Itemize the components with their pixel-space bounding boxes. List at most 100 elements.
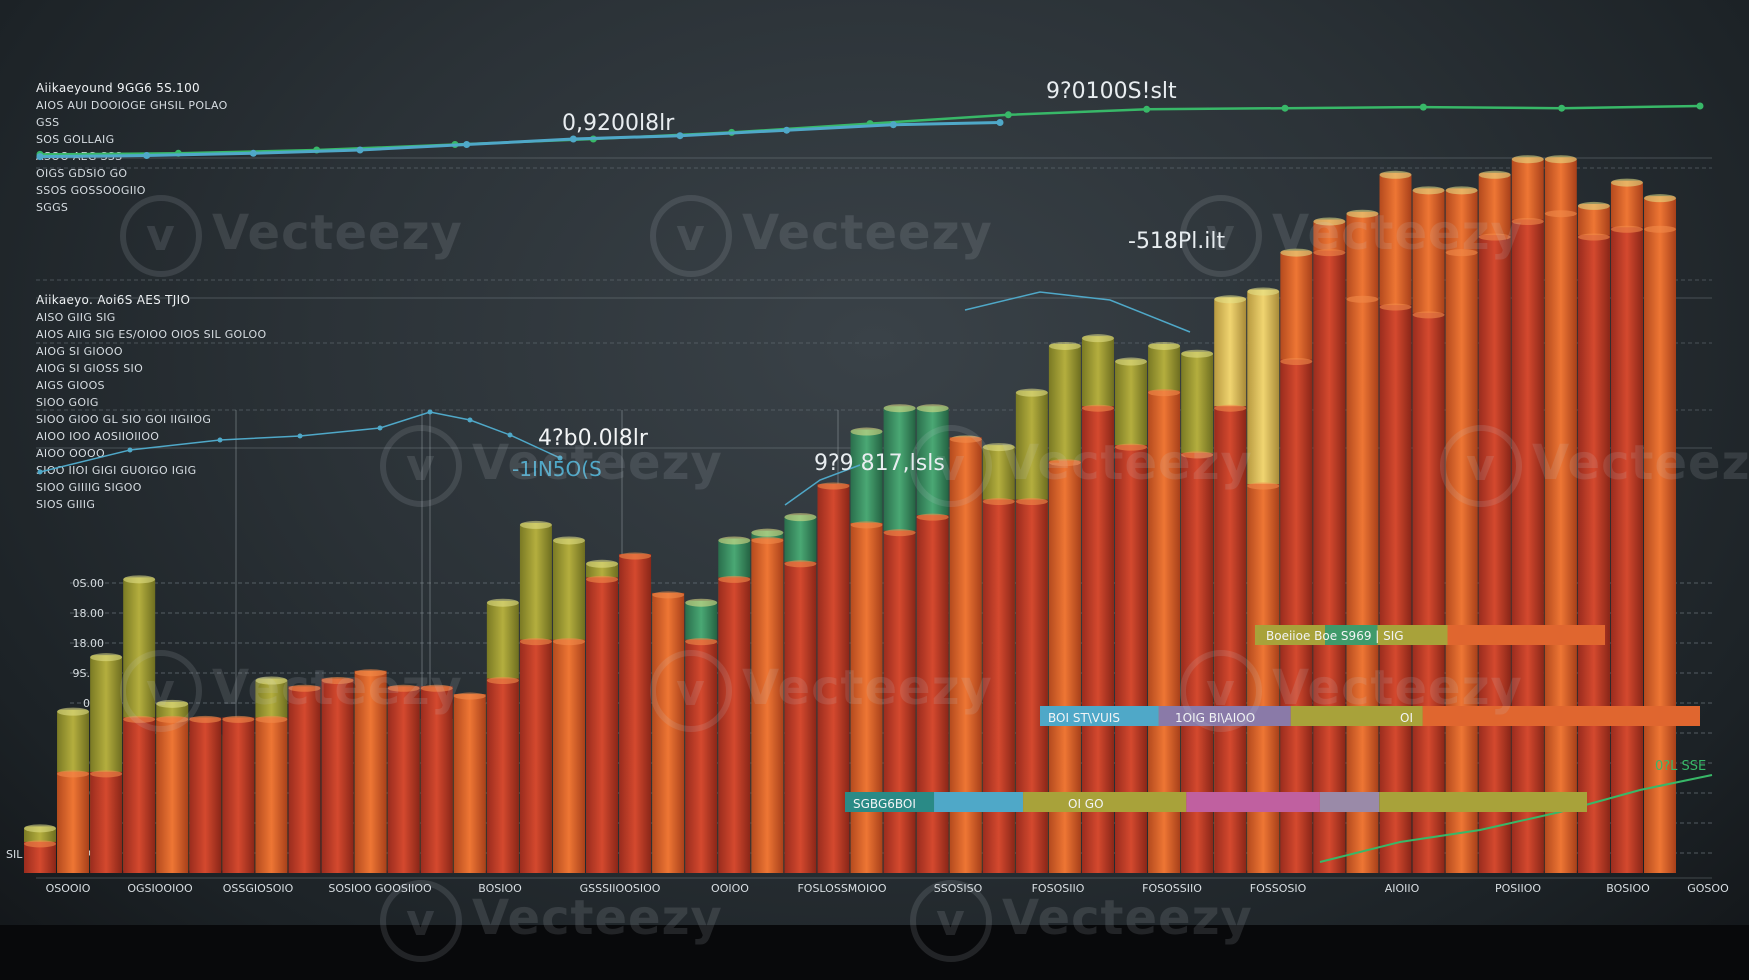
x-tick-label: GSSSIIOOSIOO	[580, 882, 661, 895]
bar-cap	[1577, 201, 1610, 210]
bottom-band	[0, 925, 1749, 980]
bar-cap	[156, 699, 189, 708]
bar-cap	[1181, 349, 1214, 358]
bar-cap	[1445, 186, 1478, 195]
bar-front	[255, 717, 288, 873]
hbar-1-segment	[1377, 625, 1448, 645]
hbar-3-segment	[845, 792, 935, 812]
legend-group-2: Aiikaeyo. Aoi6S AES TJIO AISO GIIG SIG AIO…	[36, 292, 266, 513]
x-tick-label: OSSGIOSOIO	[223, 882, 294, 895]
bar-cap	[1214, 404, 1247, 412]
bar-front	[1247, 484, 1280, 873]
bar-front	[123, 717, 156, 873]
bar-cap	[156, 715, 189, 723]
line-series-blue-point	[143, 152, 151, 159]
hbar-3-segment	[934, 792, 1024, 812]
bar-cap	[57, 770, 90, 778]
legend-entry: SIOS GIIIG	[36, 498, 96, 511]
bar-cap	[1478, 233, 1511, 241]
bar-front	[586, 577, 619, 873]
hbar-label: 1OIG BI\AIOO	[1175, 711, 1255, 725]
line-series-mid-point	[557, 455, 563, 461]
bar-front	[718, 577, 751, 873]
x-tick-label: BOSIOO	[478, 882, 522, 895]
line-series-blue	[39, 121, 1001, 159]
x-tick-label: FOSOSSIIO	[1142, 882, 1202, 895]
x-tick-label: SOSIOO GOOSIIOO	[328, 882, 432, 895]
bar-front	[883, 530, 916, 873]
legend-entry: AIOS AUI DOOIOGE GHSIL POLAO	[36, 99, 228, 112]
bar-cap	[255, 676, 288, 685]
bar-front	[552, 639, 585, 873]
line-series-mid-point	[217, 437, 223, 443]
bar-cap	[586, 575, 619, 583]
bar-front	[354, 670, 387, 873]
bar-cap	[354, 669, 387, 677]
line-series-blue-point	[996, 119, 1004, 126]
bar-cap	[751, 528, 784, 537]
hbar-3-segment	[1319, 792, 1380, 812]
legend-entry: Aiikaeyound 9GG6 5S.100	[36, 81, 200, 95]
bar-front	[1280, 359, 1313, 873]
bar-cap	[718, 536, 751, 545]
hbar-2-segment	[1422, 706, 1700, 726]
bar-cap	[718, 575, 751, 583]
bar-cap	[1511, 155, 1544, 164]
bar-front	[222, 717, 255, 873]
line-series-center	[784, 464, 861, 506]
bar-cap	[1115, 357, 1148, 366]
y-tick-label: 18.00	[73, 637, 105, 650]
bar-front	[1478, 235, 1511, 874]
annotation-mid-right: -518Pl.ilt	[1128, 229, 1226, 254]
bar-cap	[1247, 482, 1280, 490]
bar-front	[1445, 250, 1478, 874]
bar-cap	[586, 559, 619, 568]
hbar-label: OI GO	[1068, 797, 1104, 811]
bar-cap	[1048, 459, 1081, 467]
x-tick-label: OGSIOOIOO	[127, 882, 193, 895]
bar-cap	[850, 521, 883, 529]
bar-front	[189, 717, 222, 873]
bar-front	[751, 538, 784, 873]
annotation-left-sub: -1IN5O(S	[512, 457, 602, 481]
bar-cap	[751, 536, 784, 544]
bar-cap	[1544, 155, 1577, 164]
legend-entry: AIOO OOOO	[36, 447, 105, 460]
hbar-2-segment	[1290, 706, 1423, 726]
hbar-label: BOI ST\VUIS	[1048, 711, 1120, 725]
hbar-label: SGBG6BOI	[853, 797, 916, 811]
bar-cap	[982, 498, 1015, 506]
bar-front	[784, 561, 817, 873]
x-tick-label: GOSOO	[1687, 882, 1729, 895]
bar-cap	[685, 598, 718, 607]
bar-cap	[916, 513, 949, 521]
bar-front	[453, 694, 486, 873]
line-series-green-point	[1004, 111, 1012, 119]
bar-cap	[652, 591, 685, 599]
bar-front	[619, 554, 652, 873]
line-series-mid-point	[377, 425, 383, 431]
hbar-3-segment	[1379, 792, 1587, 812]
bar-front	[1313, 250, 1346, 874]
bar-front	[486, 678, 519, 873]
legend-entry: SSOS GOSSOOGIIO	[36, 184, 146, 197]
legend-entry: AIOG SI GIOOO	[36, 345, 123, 358]
bar-cap	[784, 560, 817, 568]
bar-cap	[817, 482, 850, 490]
bar-cap	[1346, 209, 1379, 218]
line-series-mid	[39, 411, 561, 473]
bar-front	[387, 686, 420, 873]
bar-cap	[883, 529, 916, 537]
hbar-3-segment	[1023, 792, 1187, 812]
bar-cap	[1181, 451, 1214, 459]
bar-cap	[1511, 217, 1544, 225]
bar-front	[1577, 235, 1610, 874]
legend-entry: SOS GOLLAIG	[36, 133, 115, 146]
legend-entry: AIOS AIIG SIG ES/OIOO OIOS SIL GOLOO	[36, 328, 267, 341]
bar-cap	[1379, 303, 1412, 311]
bar-cap	[24, 840, 56, 848]
x-tick-label: SSOSISO	[934, 882, 983, 895]
line-series-green	[39, 104, 1701, 156]
bar-cap	[1379, 170, 1412, 179]
